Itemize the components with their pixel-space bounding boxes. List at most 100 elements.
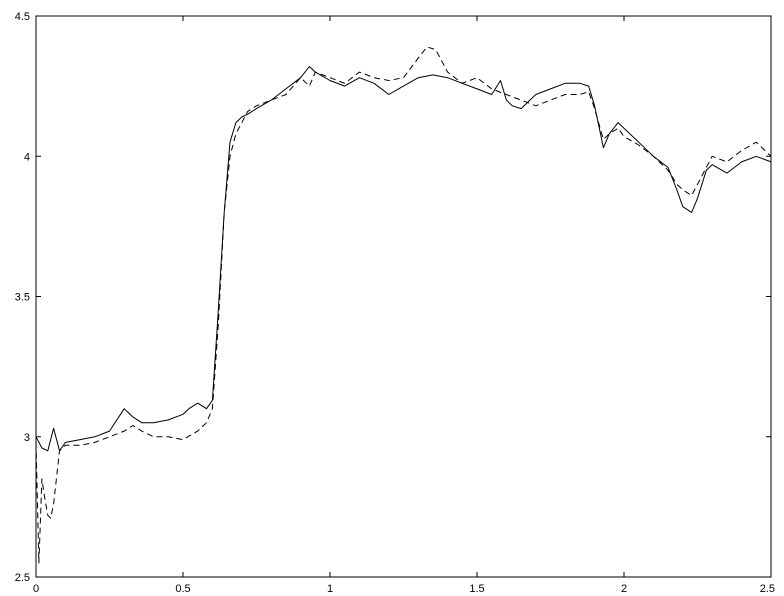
data-point-series-1	[388, 94, 389, 95]
data-point-series-1	[330, 80, 331, 81]
data-point-series-2	[153, 436, 154, 437]
data-point-series-2	[668, 170, 669, 171]
y-tick-label: 4	[24, 151, 30, 163]
data-point-series-2	[691, 195, 692, 196]
data-point-series-1	[512, 105, 513, 106]
data-point-series-2	[491, 88, 492, 89]
data-point-series-1	[712, 164, 713, 165]
x-tick-label: 1	[327, 583, 333, 595]
data-point-series-2	[271, 100, 272, 101]
data-point-series-1	[579, 83, 580, 84]
series-layer	[35, 46, 772, 564]
tick-labels-layer: 0 0.5 1 1.5 2 2.5 2.5 3 3.5 4 4.5	[15, 11, 775, 595]
data-point-series-2	[618, 128, 619, 129]
data-point-series-2	[44, 498, 45, 499]
data-point-series-2	[47, 515, 48, 516]
data-point-series-2	[235, 133, 236, 134]
data-point-series-2	[256, 105, 257, 106]
data-point-series-1	[230, 142, 231, 143]
data-point-series-1	[256, 108, 257, 109]
data-point-series-2	[183, 439, 184, 440]
data-point-series-2	[330, 77, 331, 78]
data-point-series-1	[506, 100, 507, 101]
data-point-series-1	[133, 417, 134, 418]
data-point-series-2	[36, 442, 37, 443]
data-point-series-1	[447, 77, 448, 78]
data-point-series-2	[309, 86, 310, 87]
plot-area-border	[35, 15, 772, 578]
data-point-series-1	[726, 173, 727, 174]
data-point-series-1	[477, 88, 478, 89]
data-point-series-2	[565, 94, 566, 95]
data-point-series-2	[197, 431, 198, 432]
data-point-series-2	[676, 184, 677, 185]
data-point-series-1	[53, 428, 54, 429]
data-point-series-1	[403, 86, 404, 87]
data-point-series-1	[691, 212, 692, 213]
data-point-series-2	[300, 77, 301, 78]
data-point-series-2	[427, 46, 428, 47]
data-point-series-1	[500, 80, 501, 81]
data-point-series-2	[241, 122, 242, 123]
data-point-series-2	[624, 136, 625, 137]
data-point-series-2	[50, 518, 51, 519]
data-point-series-1	[638, 142, 639, 143]
data-point-series-2	[447, 72, 448, 73]
data-point-series-1	[206, 408, 207, 409]
data-point-series-2	[141, 431, 142, 432]
data-point-series-1	[565, 83, 566, 84]
data-point-series-1	[109, 431, 110, 432]
data-point-series-2	[206, 422, 207, 423]
data-point-series-1	[668, 167, 669, 168]
data-point-series-2	[94, 442, 95, 443]
data-point-series-1	[41, 448, 42, 449]
data-point-series-1	[521, 108, 522, 109]
data-point-series-2	[59, 450, 60, 451]
data-point-series-2	[218, 324, 219, 325]
data-point-series-1	[771, 161, 772, 162]
data-point-series-1	[241, 117, 242, 118]
data-point-series-1	[285, 88, 286, 89]
data-point-series-2	[315, 72, 316, 73]
data-point-series-2	[756, 142, 757, 143]
data-point-series-1	[168, 419, 169, 420]
data-point-series-1	[65, 442, 66, 443]
data-point-series-1	[535, 94, 536, 95]
data-point-series-2	[374, 77, 375, 78]
data-point-series-2	[133, 425, 134, 426]
data-point-series-1	[624, 128, 625, 129]
data-point-series-2	[80, 445, 81, 446]
data-point-series-1	[756, 156, 757, 157]
x-tick-label: 0.5	[175, 583, 190, 595]
data-point-series-2	[41, 478, 42, 479]
data-point-series-2	[403, 77, 404, 78]
data-point-series-1	[697, 198, 698, 199]
data-point-series-1	[80, 439, 81, 440]
data-point-series-1	[603, 147, 604, 148]
data-point-series-2	[638, 145, 639, 146]
data-point-series-2	[521, 100, 522, 101]
data-point-series-1	[183, 414, 184, 415]
data-point-series-1	[432, 74, 433, 75]
data-point-series-1	[47, 450, 48, 451]
y-tick-label: 3.5	[15, 292, 30, 304]
y-tick-label: 4.5	[15, 11, 30, 23]
y-tick-label: 3	[24, 432, 30, 444]
y-tick-label: 2.5	[15, 572, 30, 584]
data-point-series-2	[247, 111, 248, 112]
data-point-series-2	[697, 184, 698, 185]
data-point-series-1	[491, 94, 492, 95]
data-point-series-1	[676, 189, 677, 190]
data-point-series-1	[741, 161, 742, 162]
data-point-series-1	[212, 400, 213, 401]
data-point-series-1	[188, 408, 189, 409]
data-point-series-1	[218, 310, 219, 311]
data-point-series-2	[65, 445, 66, 446]
series-line-dashed	[35, 46, 772, 564]
data-point-series-2	[285, 94, 286, 95]
data-point-series-2	[594, 108, 595, 109]
x-tick-label: 2.5	[760, 583, 775, 595]
data-point-series-1	[247, 114, 248, 115]
data-point-series-1	[235, 122, 236, 123]
data-point-series-2	[477, 77, 478, 78]
